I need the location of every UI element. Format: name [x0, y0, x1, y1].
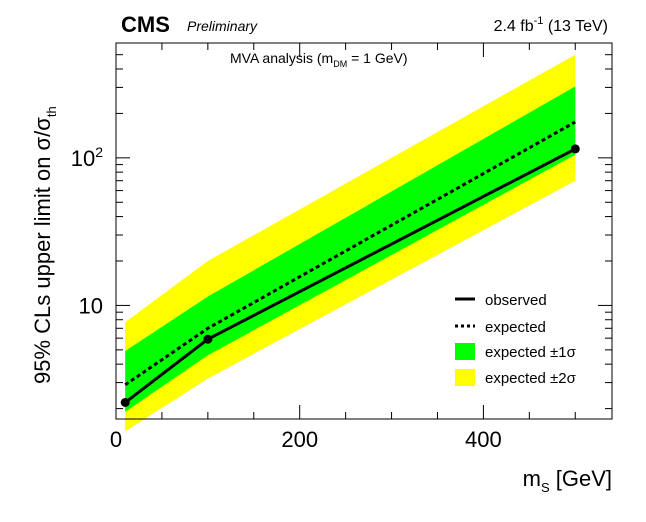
- legend-observed-label: observed: [485, 292, 547, 309]
- expected-line: [124, 120, 577, 387]
- lumi-energy: (13 TeV): [543, 18, 608, 35]
- x-axis-unit: [GeV]: [550, 466, 612, 491]
- x-tick-label: 0: [110, 427, 122, 452]
- lumi-value: 2.4 fb: [494, 18, 534, 35]
- x-axis-symbol: m: [523, 466, 541, 491]
- annotation-pre: MVA analysis (m: [230, 50, 333, 66]
- band-1sigma: [125, 86, 576, 412]
- experiment-label: CMS: [121, 12, 170, 37]
- annotation-sub: DM: [333, 59, 347, 69]
- plot-frame: [115, 42, 613, 420]
- plot-area: [120, 54, 580, 432]
- y-tick-label: 10: [79, 293, 103, 318]
- x-axis-title: mS [GeV]: [523, 466, 612, 495]
- status-label: Preliminary: [187, 18, 258, 34]
- y-axis-title: 95% CLs upper limit on σ/σth: [30, 106, 59, 384]
- y-axis-main: 95% CLs upper limit on σ/σ: [30, 117, 55, 384]
- observed-point: [570, 144, 580, 154]
- legend-expected-label: expected: [485, 319, 546, 336]
- y-tick-label: 102: [71, 144, 103, 171]
- y-axis-subscript: th: [44, 106, 59, 117]
- legend-band2-swatch: [455, 369, 475, 386]
- y-tick-base: 10: [71, 146, 95, 171]
- x-tick-labels: 0 200 400: [110, 427, 502, 452]
- lumi-exponent: -1: [534, 15, 544, 27]
- x-axis-subscript: S: [541, 480, 550, 495]
- legend-band1-label: expected ±1σ: [485, 344, 577, 361]
- observed-point: [203, 334, 213, 344]
- x-tick-label: 400: [465, 427, 502, 452]
- y-tick-exponent: 2: [95, 144, 103, 160]
- legend-band1-swatch: [455, 343, 475, 360]
- axis-ticks: [115, 42, 612, 419]
- x-tick-label: 200: [281, 427, 318, 452]
- annotation-post: = 1 GeV): [347, 50, 407, 66]
- analysis-annotation: MVA analysis (mDM = 1 GeV): [230, 50, 408, 69]
- legend-band2-label: expected ±2σ: [485, 370, 577, 387]
- legend: observed expected expected ±1σ expected …: [455, 292, 577, 387]
- observed-point: [120, 398, 130, 407]
- luminosity-label: 2.4 fb-1 (13 TeV): [494, 15, 608, 35]
